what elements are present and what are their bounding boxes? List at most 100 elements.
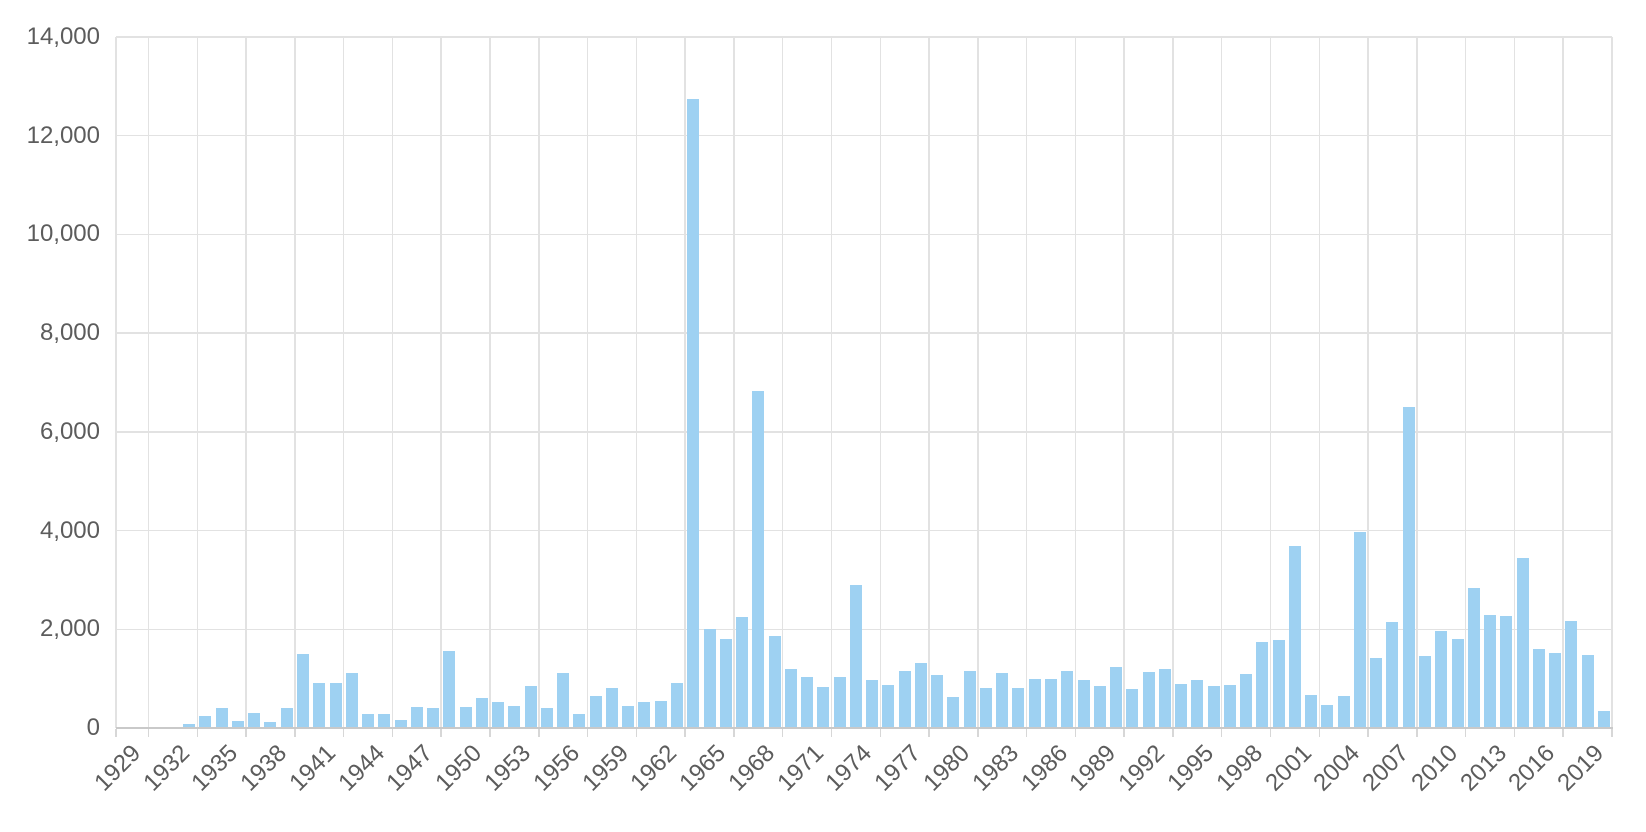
bar-1937 — [248, 712, 261, 728]
x-tick — [1367, 729, 1369, 737]
bar-2002 — [1305, 695, 1318, 728]
x-gridline — [294, 37, 296, 728]
x-axis-label: 1986 — [1015, 739, 1073, 797]
x-tick — [294, 729, 296, 737]
bar-1934 — [199, 715, 212, 728]
x-tick — [1513, 729, 1516, 737]
x-tick — [1611, 729, 1613, 737]
bar-2000 — [1272, 639, 1285, 728]
bar-2014 — [1500, 616, 1513, 728]
x-gridline — [1123, 37, 1125, 728]
bar-1995 — [1191, 680, 1204, 728]
x-axis-label: 1977 — [869, 739, 927, 797]
x-tick — [586, 729, 589, 737]
bar-1966 — [719, 638, 732, 728]
x-axis-label: 1992 — [1113, 739, 1171, 797]
y-gridline — [116, 332, 1612, 334]
bar-2001 — [1288, 546, 1301, 728]
x-gridline — [196, 37, 199, 728]
y-axis-label: 4,000 — [39, 516, 100, 544]
bar-1936 — [231, 721, 244, 728]
bar-2009 — [1419, 655, 1431, 728]
x-axis-label: 1947 — [381, 739, 439, 797]
x-axis-label: 1965 — [674, 739, 732, 797]
x-gridline — [538, 37, 540, 728]
x-axis-label: 2010 — [1406, 739, 1463, 797]
bar-1960 — [622, 706, 635, 728]
plot-area — [115, 36, 1613, 728]
x-tick — [245, 729, 247, 737]
bar-1993 — [1158, 668, 1171, 728]
bar-1986 — [1045, 679, 1057, 728]
x-axis-label: 1956 — [528, 739, 585, 797]
bar-2007 — [1386, 621, 1399, 728]
bar-2011 — [1451, 638, 1464, 728]
x-tick — [1025, 729, 1028, 737]
x-axis-label: 1989 — [1064, 739, 1122, 797]
bar-1943 — [345, 672, 358, 728]
bar-2006 — [1370, 657, 1383, 728]
bar-1941 — [313, 683, 326, 728]
bar-1976 — [882, 685, 895, 728]
x-axis-label: 1941 — [284, 739, 341, 797]
bar-2015 — [1516, 558, 1529, 728]
x-axis-label: 1938 — [235, 739, 293, 797]
x-axis-label: 1983 — [967, 739, 1024, 797]
bar-2004 — [1337, 695, 1350, 728]
bar-1953 — [508, 706, 521, 728]
x-gridline — [1172, 37, 1174, 728]
x-gridline — [1416, 37, 1418, 728]
bar-1963 — [671, 682, 683, 728]
x-tick — [1269, 729, 1272, 737]
bar-1973 — [833, 676, 846, 728]
bar-1970 — [784, 669, 797, 728]
bar-1961 — [638, 701, 651, 728]
x-gridline — [342, 37, 345, 728]
bar-1999 — [1256, 641, 1269, 728]
bar-1981 — [963, 671, 976, 728]
y-axis-label: 12,000 — [26, 121, 100, 149]
bar-1944 — [362, 713, 375, 728]
x-axis-label: 2001 — [1259, 739, 1317, 797]
x-tick — [928, 729, 930, 737]
x-gridline — [1513, 37, 1516, 728]
bar-1964 — [687, 99, 700, 728]
bar-1965 — [703, 629, 716, 728]
x-gridline — [440, 37, 442, 728]
x-gridline — [1611, 37, 1613, 728]
x-axis-label: 2013 — [1454, 739, 1512, 797]
x-gridline — [115, 37, 117, 728]
bar-1980 — [947, 696, 960, 728]
bar-1962 — [654, 700, 667, 728]
x-tick — [342, 729, 345, 737]
x-gridline — [1318, 37, 1321, 728]
bar-2005 — [1353, 532, 1366, 728]
x-axis-label: 1998 — [1210, 739, 1268, 797]
x-gridline — [830, 37, 833, 728]
bar-1940 — [297, 653, 309, 728]
x-gridline — [586, 37, 589, 728]
bar-1958 — [589, 695, 602, 728]
x-axis-label: 2016 — [1503, 739, 1561, 797]
bar-1975 — [866, 679, 879, 728]
bar-1969 — [768, 635, 781, 728]
bar-1959 — [605, 688, 618, 728]
bar-1945 — [378, 714, 391, 728]
bar-2008 — [1402, 407, 1415, 728]
x-gridline — [1464, 37, 1467, 728]
x-axis-label: 1968 — [723, 739, 780, 797]
x-gridline — [1074, 37, 1077, 728]
x-axis-label: 2019 — [1552, 739, 1610, 797]
x-gridline — [879, 37, 881, 728]
x-gridline — [977, 37, 979, 728]
x-gridline — [1220, 37, 1223, 728]
x-tick — [733, 729, 735, 737]
x-axis-label: 1935 — [186, 739, 244, 797]
x-gridline — [245, 37, 247, 728]
x-gridline — [391, 37, 394, 728]
bar-1994 — [1175, 684, 1188, 728]
y-axis-label: 6,000 — [39, 417, 100, 445]
x-gridline — [1562, 37, 1564, 728]
bar-1992 — [1142, 671, 1155, 728]
bar-1954 — [524, 686, 537, 728]
